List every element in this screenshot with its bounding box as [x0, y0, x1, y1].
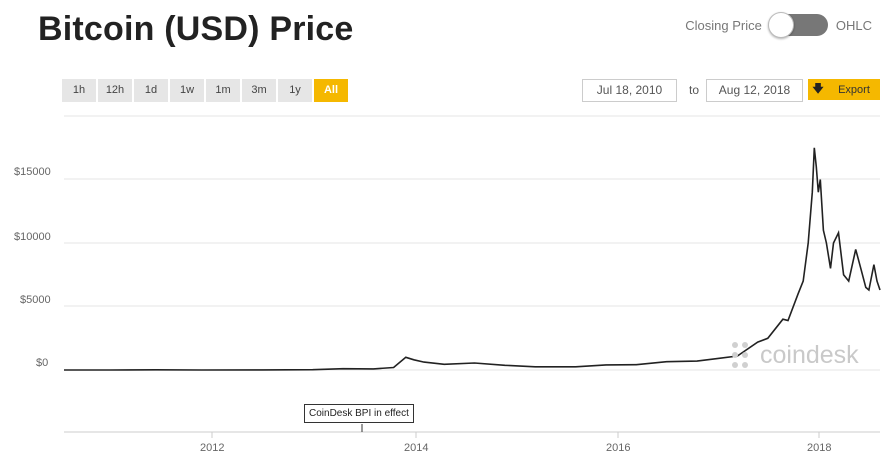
annotation-label: CoinDesk BPI in effect	[304, 404, 414, 423]
x-tick-label: 2018	[807, 442, 832, 454]
export-button[interactable]: 🡇 Export	[808, 79, 880, 100]
coindesk-watermark: coindesk	[730, 340, 859, 370]
from-date-input[interactable]: Jul 18, 2010	[582, 79, 677, 102]
to-label: to	[689, 83, 700, 97]
page-title: Bitcoin (USD) Price	[38, 10, 354, 48]
price-mode-toggle-group: Closing Price OHLC	[685, 12, 872, 38]
range-button-1h[interactable]: 1h	[62, 79, 96, 102]
ohlc-label: OHLC	[835, 17, 872, 33]
y-tick-label: $15000	[14, 166, 51, 178]
x-tick-label: 2014	[404, 442, 429, 454]
y-tick-label: $5000	[20, 294, 51, 306]
x-tick-label: 2016	[606, 442, 631, 454]
download-arrow-icon: 🡇	[812, 83, 824, 95]
range-selector: 1h 12h 1d 1w 1m 3m 1y All	[62, 79, 348, 102]
range-button-1d[interactable]: 1d	[134, 79, 168, 102]
export-label: Export	[838, 83, 870, 96]
coindesk-wordmark: coindesk	[760, 340, 859, 369]
closing-price-label: Closing Price	[685, 17, 762, 33]
toggle-knob	[767, 12, 794, 38]
range-button-all[interactable]: All	[314, 79, 348, 102]
coindesk-logo-icon	[732, 342, 748, 368]
range-button-1y[interactable]: 1y	[278, 79, 312, 102]
range-button-3m[interactable]: 3m	[242, 79, 276, 102]
to-date-input[interactable]: Aug 12, 2018	[706, 79, 803, 102]
range-button-1w[interactable]: 1w	[170, 79, 204, 102]
y-tick-label: $10000	[14, 231, 51, 243]
range-button-12h[interactable]: 12h	[98, 79, 132, 102]
price-mode-toggle[interactable]	[767, 12, 828, 38]
range-button-1m[interactable]: 1m	[206, 79, 240, 102]
y-tick-label: $0	[36, 357, 49, 369]
x-tick-label: 2012	[200, 442, 225, 454]
price-series-line	[64, 147, 881, 371]
